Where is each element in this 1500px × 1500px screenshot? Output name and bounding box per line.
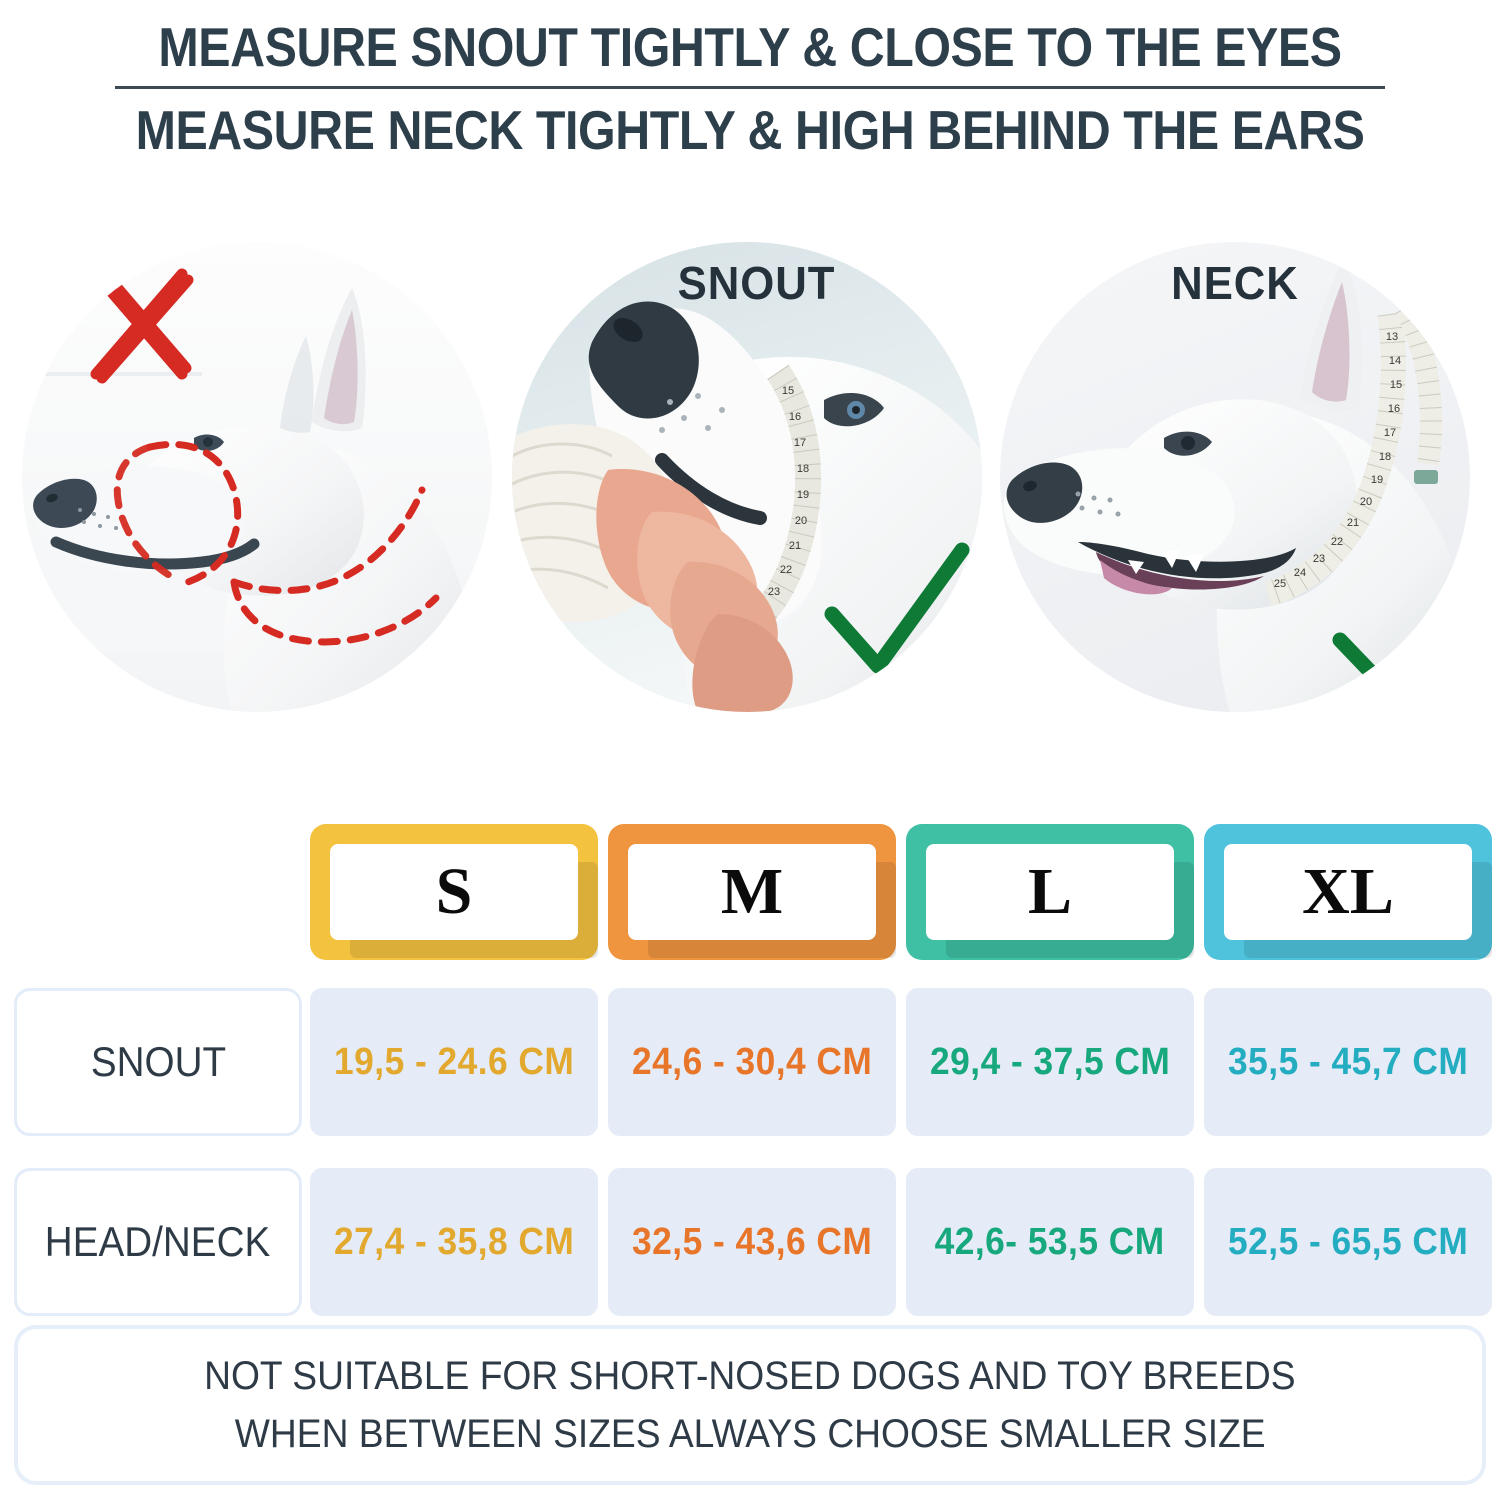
footer-note: NOT SUITABLE FOR SHORT-NOSED DOGS AND TO… [14,1325,1486,1485]
svg-text:16: 16 [789,411,801,423]
cell-snout-xl: 35,5 - 45,7 CM [1204,988,1492,1136]
measurement-table: SNOUT 19,5 - 24.6 CM 24,6 - 30,4 CM 29,4… [0,988,1500,1348]
dog-profile-illustration [22,242,492,712]
red-x-icon [90,264,194,384]
table-row: SNOUT 19,5 - 24.6 CM 24,6 - 30,4 CM 29,4… [0,988,1500,1136]
header-line-1: MEASURE SNOUT TIGHTLY & CLOSE TO THE EYE… [158,16,1342,78]
svg-text:24: 24 [1294,567,1306,579]
badge-inner: L [926,844,1174,940]
cell-headneck-m: 32,5 - 43,6 CM [608,1168,896,1316]
size-badges: S M L XL [0,824,1500,964]
snout-label: SNOUT [677,257,836,309]
svg-text:15: 15 [1390,379,1402,391]
svg-text:21: 21 [1347,517,1359,529]
cell-value: 35,5 - 45,7 CM [1227,1040,1469,1083]
svg-text:20: 20 [1360,496,1372,508]
badge-inner: S [330,844,578,940]
svg-text:19: 19 [1371,474,1383,486]
table-row: HEAD/NECK 27,4 - 35,8 CM 32,5 - 43,6 CM … [0,1168,1500,1316]
svg-text:21: 21 [789,540,801,552]
cell-snout-m: 24,6 - 30,4 CM [608,988,896,1136]
size-label-xl: XL [1302,855,1394,928]
svg-text:14: 14 [1389,355,1401,367]
cell-value: 52,5 - 65,5 CM [1227,1220,1469,1263]
header-line-2: MEASURE NECK TIGHTLY & HIGH BEHIND THE E… [135,99,1365,161]
size-badge-s[interactable]: S [310,824,598,960]
cell-value: 29,4 - 37,5 CM [929,1040,1171,1083]
svg-text:13: 13 [1386,331,1398,343]
footer-line-1: NOT SUITABLE FOR SHORT-NOSED DOGS AND TO… [204,1354,1296,1398]
photo-wrong-measurement [22,242,492,712]
svg-text:22: 22 [780,564,792,576]
cell-headneck-l: 42,6- 53,5 CM [906,1168,1194,1316]
svg-text:20: 20 [795,515,807,527]
cell-value: 19,5 - 24.6 CM [333,1040,575,1083]
size-label-l: L [1027,855,1073,928]
size-badge-xl[interactable]: XL [1204,824,1492,960]
cell-snout-l: 29,4 - 37,5 CM [906,988,1194,1136]
svg-text:18: 18 [1379,451,1391,463]
row-label-snout: SNOUT [14,988,302,1136]
row-label-text: SNOUT [90,1038,226,1085]
badge-inner: XL [1224,844,1472,940]
neck-measuring-illustration: 13 14 15 16 17 18 19 20 21 22 23 24 25 [1000,242,1470,712]
size-label-s: S [435,855,473,928]
svg-text:18: 18 [797,463,809,475]
svg-text:25: 25 [1274,578,1286,590]
svg-text:23: 23 [1313,553,1325,565]
svg-text:16: 16 [1388,403,1400,415]
neck-label: NECK [1171,257,1299,309]
cell-headneck-xl: 52,5 - 65,5 CM [1204,1168,1492,1316]
footer-line-2: WHEN BETWEEN SIZES ALWAYS CHOOSE SMALLER… [234,1412,1266,1456]
row-label-text: HEAD/NECK [45,1218,271,1265]
cell-value: 24,6 - 30,4 CM [631,1040,873,1083]
badge-inner: M [628,844,876,940]
svg-text:15: 15 [782,385,794,397]
svg-text:17: 17 [1384,427,1396,439]
header: MEASURE SNOUT TIGHTLY & CLOSE TO THE EYE… [0,14,1500,163]
green-check-icon [1332,564,1470,696]
size-badge-m[interactable]: M [608,824,896,960]
size-badge-l[interactable]: L [906,824,1194,960]
cell-value: 42,6- 53,5 CM [934,1220,1165,1263]
header-divider [115,86,1385,89]
cell-value: 32,5 - 43,6 CM [631,1220,873,1263]
svg-text:23: 23 [768,586,780,598]
row-label-head-neck: HEAD/NECK [14,1168,302,1316]
svg-text:22: 22 [1331,536,1343,548]
svg-text:17: 17 [794,437,806,449]
photo-neck-measurement: 13 14 15 16 17 18 19 20 21 22 23 24 25 NECK [1000,242,1470,712]
cell-snout-s: 19,5 - 24.6 CM [310,988,598,1136]
green-check-icon [824,542,970,674]
cell-headneck-s: 27,4 - 35,8 CM [310,1168,598,1316]
cell-value: 27,4 - 35,8 CM [333,1220,575,1263]
size-label-m: M [720,855,784,928]
svg-text:19: 19 [797,489,809,501]
